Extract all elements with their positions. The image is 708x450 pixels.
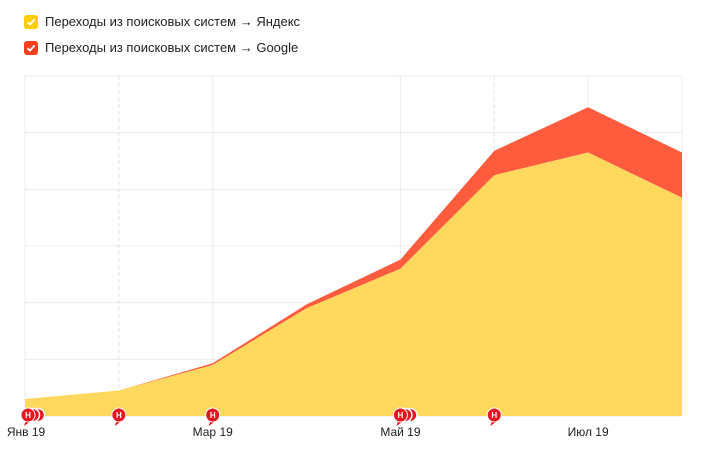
annotation-circle <box>111 407 127 423</box>
annotation-marker: Н <box>111 407 127 426</box>
annotation-circle <box>205 407 221 423</box>
legend-label-yandex: Переходы из поисковых систем → Яндекс <box>45 14 301 29</box>
annotation-label: Н <box>398 411 404 420</box>
annotation-marker: Н <box>392 407 418 426</box>
annotation-label: Н <box>491 411 497 420</box>
legend-label-google: Переходы из поисковых систем → Google <box>45 40 299 55</box>
annotation-label: Н <box>116 411 122 420</box>
annotation-circle <box>486 407 502 423</box>
x-tick-label: Янв 19 <box>7 425 46 439</box>
annotation-label: Н <box>25 411 31 420</box>
checkbox-yandex[interactable] <box>24 15 38 29</box>
check-icon <box>26 44 36 52</box>
annotation-marker: Н <box>205 407 221 426</box>
check-icon <box>26 18 36 26</box>
annotation-label: Н <box>210 411 216 420</box>
area-series-yandex <box>25 152 682 416</box>
area-series-google <box>25 107 682 399</box>
x-tick-label: Мар 19 <box>193 425 233 439</box>
annotation-marker: Н <box>20 407 46 426</box>
annotation-marker: Н <box>486 407 502 426</box>
x-tick-label: Май 19 <box>380 425 421 439</box>
checkbox-google[interactable] <box>24 41 38 55</box>
legend-item-google[interactable]: Переходы из поисковых систем → Google <box>24 38 300 58</box>
annotation-circle <box>20 407 36 423</box>
x-tick-label: Июл 19 <box>568 425 609 439</box>
legend-item-yandex[interactable]: Переходы из поисковых систем → Яндекс <box>24 12 300 32</box>
annotation-circle <box>392 407 408 423</box>
chart-legend: Переходы из поисковых систем → Яндекс Пе… <box>24 12 300 64</box>
